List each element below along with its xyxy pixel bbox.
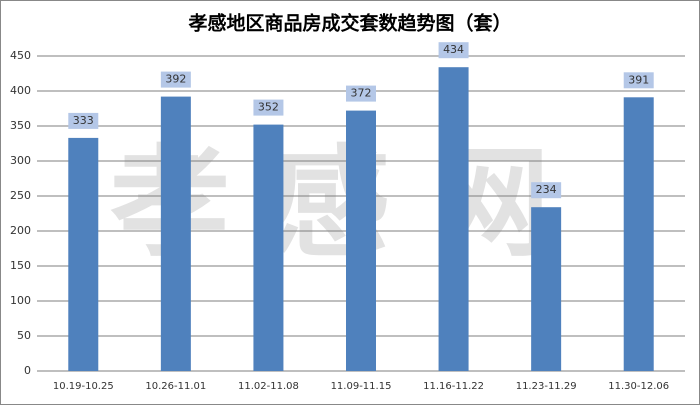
data-label-box: [253, 99, 284, 116]
data-label-box: [531, 182, 562, 199]
data-label-box: [623, 72, 654, 89]
x-tick-label: 10.19-10.25: [53, 381, 114, 392]
chart-title: 孝感地区商品房成交套数趋势图（套）: [188, 12, 511, 35]
data-label-box: [160, 71, 191, 88]
data-label: 372: [351, 87, 372, 100]
bar: [346, 110, 376, 371]
x-tick-label: 11.16-11.22: [423, 381, 484, 392]
data-label: 234: [536, 183, 557, 196]
x-tick-label: 11.09-11.15: [331, 381, 392, 392]
bar: [253, 124, 284, 371]
data-label: 392: [165, 73, 186, 86]
y-tick-label: 450: [10, 49, 31, 62]
bar: [438, 67, 469, 371]
y-tick-label: 300: [10, 154, 31, 167]
y-tick-label: 350: [10, 119, 31, 132]
y-tick-label: 400: [10, 84, 31, 97]
x-tick-label: 11.30-12.06: [608, 381, 669, 392]
data-label-box: [68, 112, 99, 129]
bar: [68, 137, 99, 371]
y-tick-label: 0: [24, 364, 31, 377]
y-tick-label: 150: [10, 259, 31, 272]
data-label-box: [438, 42, 469, 59]
x-tick-label: 11.23-11.29: [516, 381, 577, 392]
y-tick-label: 100: [10, 294, 31, 307]
bar: [160, 96, 191, 371]
data-label: 391: [628, 73, 649, 86]
bar: [623, 97, 654, 372]
bar: [531, 207, 562, 371]
y-tick-label: 200: [10, 224, 31, 237]
data-label-box: [346, 85, 376, 102]
data-label: 352: [258, 101, 279, 114]
x-tick-label: 10.26-11.01: [145, 381, 206, 392]
data-label: 333: [73, 114, 94, 127]
y-tick-label: 50: [17, 329, 31, 342]
x-tick-label: 11.02-11.08: [238, 381, 299, 392]
y-tick-label: 250: [10, 189, 31, 202]
data-label: 434: [443, 43, 464, 56]
